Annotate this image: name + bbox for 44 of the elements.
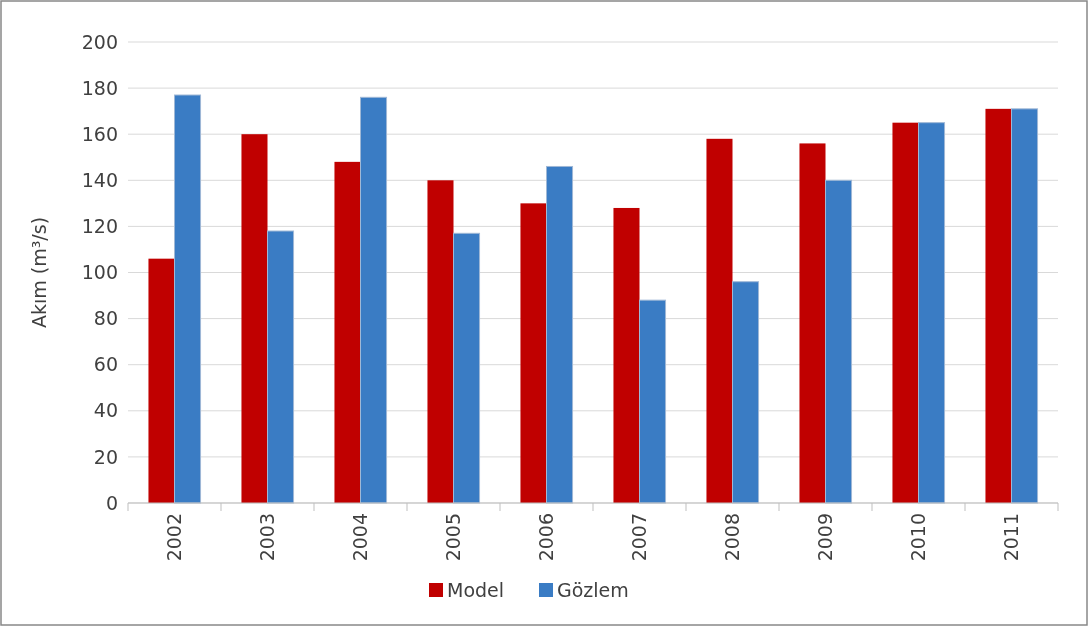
x-tick-label: 2003 [256, 513, 279, 562]
y-tick-label: 100 [81, 261, 118, 284]
legend-label: Model [447, 578, 505, 601]
bar [427, 180, 454, 503]
x-tick-label: 2002 [163, 513, 186, 562]
y-tick-label: 60 [93, 353, 118, 376]
y-tick-label: 120 [81, 215, 118, 238]
bar [148, 258, 175, 503]
x-tick-label: 2007 [628, 513, 651, 562]
bar [546, 165, 574, 504]
bar [918, 122, 946, 504]
y-tick-label: 160 [81, 122, 118, 145]
x-tick-label: 2010 [907, 513, 930, 562]
x-tick-label: 2008 [721, 513, 744, 562]
bar [892, 122, 919, 503]
bar [613, 207, 640, 503]
bar [799, 143, 826, 503]
bar [985, 108, 1012, 503]
bar [334, 161, 361, 503]
y-tick-label: 40 [93, 399, 118, 422]
y-tick-label: 0 [105, 491, 118, 514]
y-tick-label: 200 [81, 30, 118, 53]
bar [360, 96, 388, 504]
bar [1011, 108, 1039, 504]
legend-label: Gözlem [557, 578, 629, 601]
bar [706, 138, 733, 503]
x-tick-label: 2005 [442, 513, 465, 562]
bar [732, 281, 760, 504]
y-tick-label: 140 [81, 168, 118, 191]
bar [174, 94, 202, 504]
y-tick-label: 80 [93, 307, 118, 330]
y-axis-title: Akım (m³/s) [28, 216, 50, 329]
bar [453, 232, 481, 504]
x-tick-label: 2004 [349, 513, 372, 562]
bar [639, 299, 667, 504]
bar [825, 179, 853, 504]
bar [267, 230, 295, 504]
y-tick-label: 180 [81, 76, 118, 99]
y-tick-label: 20 [93, 445, 118, 468]
bar [520, 203, 547, 503]
x-tick-label: 2006 [535, 513, 558, 562]
x-tick-label: 2011 [1000, 513, 1023, 562]
bar [241, 134, 268, 503]
x-tick-label: 2009 [814, 513, 837, 562]
